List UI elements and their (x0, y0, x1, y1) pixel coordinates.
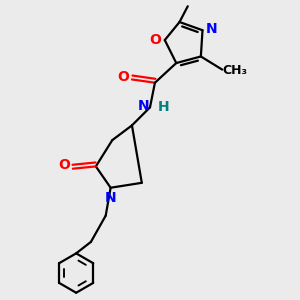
Text: O: O (58, 158, 70, 172)
Text: H: H (157, 100, 169, 114)
Text: N: N (105, 190, 116, 205)
Text: N: N (206, 22, 218, 36)
Text: O: O (149, 33, 161, 47)
Text: N: N (138, 99, 149, 113)
Text: CH₃: CH₃ (222, 64, 247, 77)
Text: O: O (117, 70, 129, 84)
